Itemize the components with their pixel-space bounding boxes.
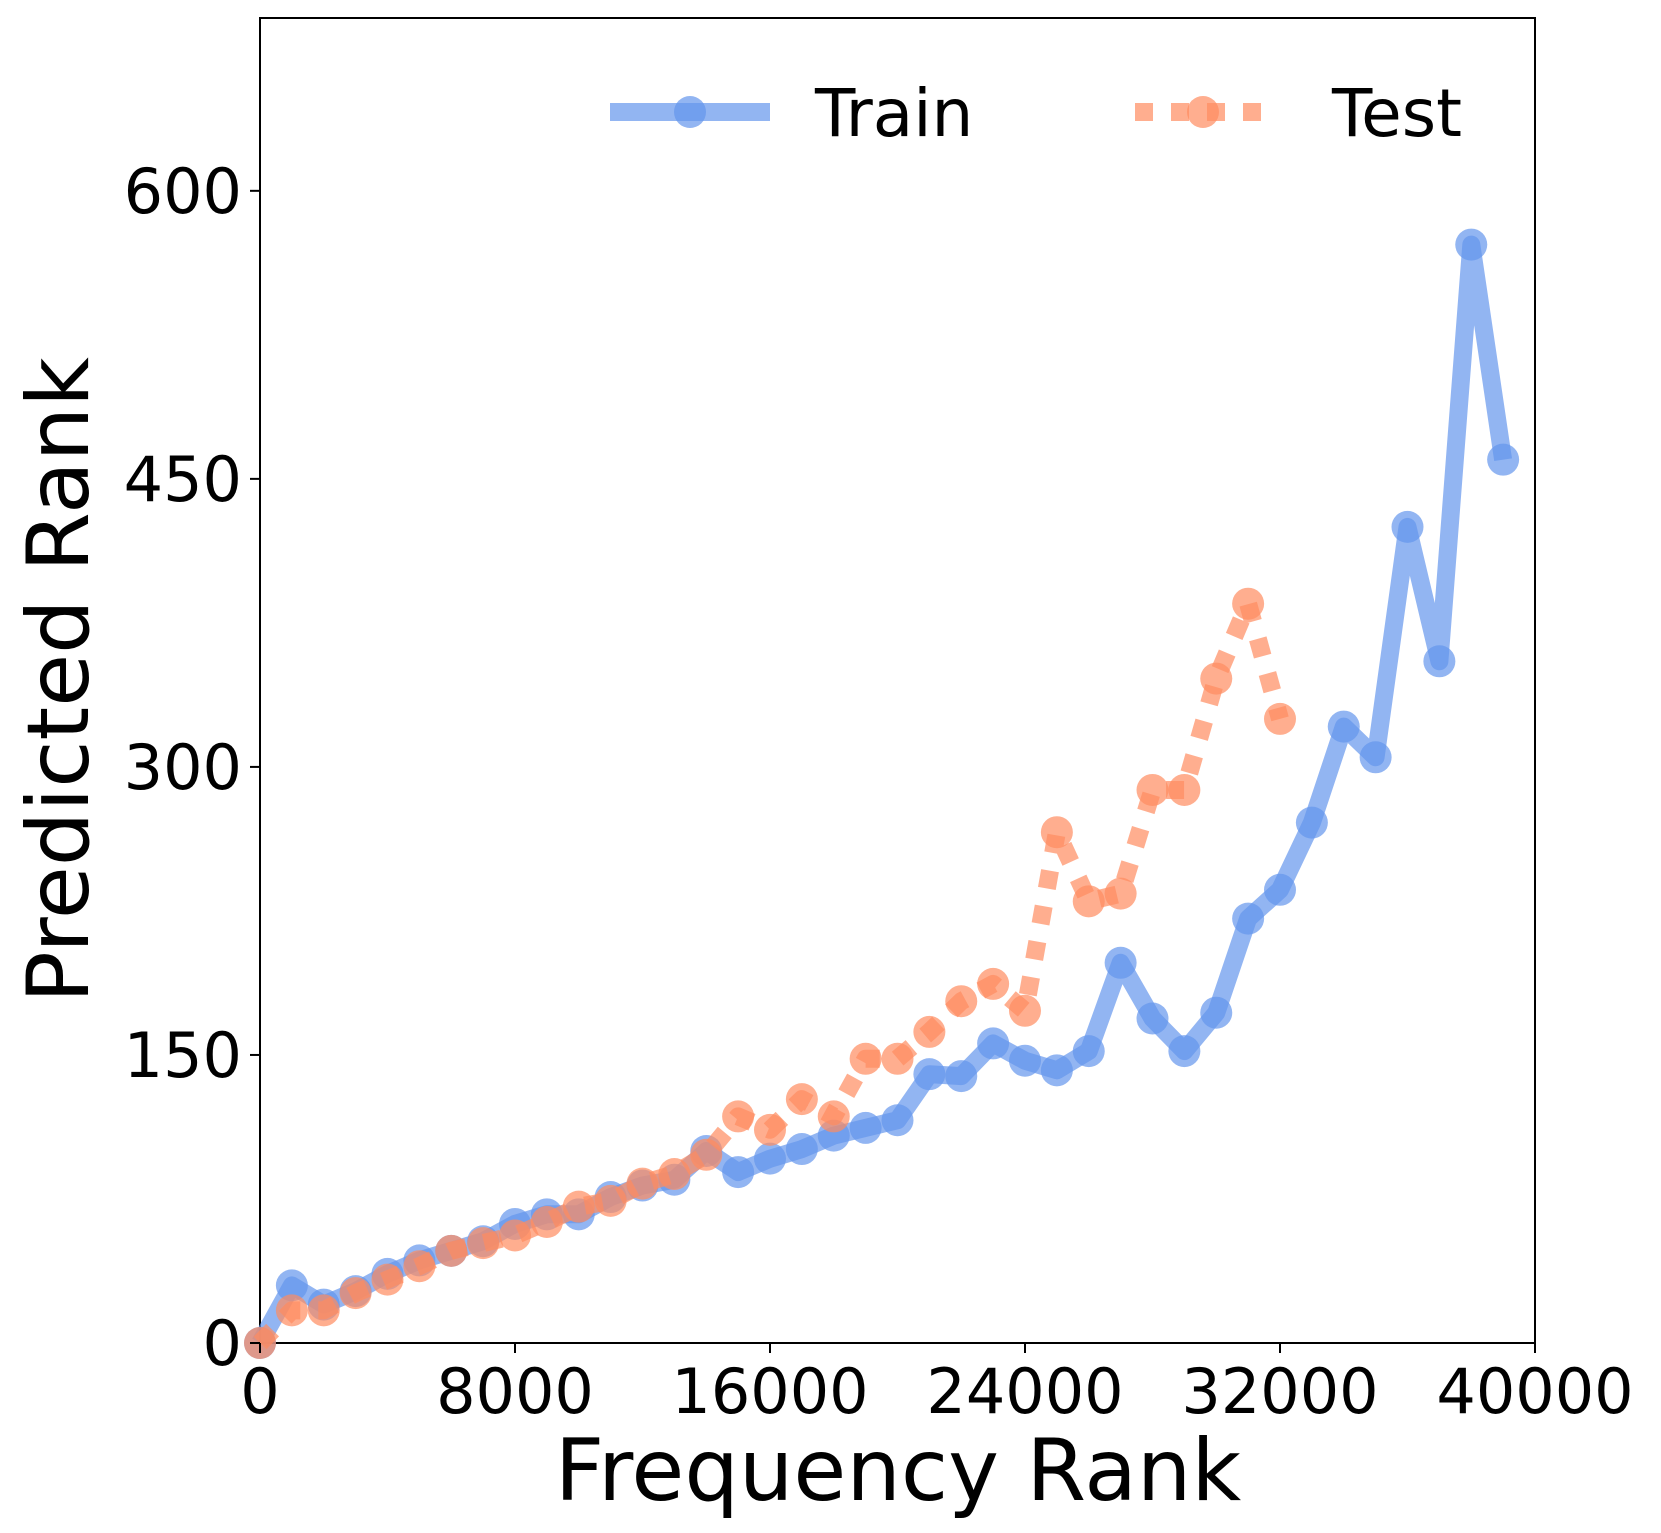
train-data-point bbox=[1136, 1002, 1169, 1035]
test-data-point bbox=[339, 1277, 372, 1310]
train-data-point bbox=[1455, 228, 1488, 261]
y-tick-label: 450 bbox=[124, 443, 242, 516]
x-tick-label: 32000 bbox=[1181, 1355, 1378, 1428]
test-data-point bbox=[275, 1294, 308, 1327]
train-data-point bbox=[1168, 1035, 1201, 1068]
train-data-point bbox=[275, 1269, 308, 1302]
train-data-point bbox=[849, 1111, 882, 1144]
test-data-point bbox=[1168, 773, 1201, 806]
test-data-point bbox=[977, 967, 1010, 1000]
test-data-point bbox=[754, 1113, 786, 1146]
train-data-point bbox=[1072, 1035, 1105, 1068]
ticks-layer: 0 8000 16000 24000 32000 40000 0 150 300 450 600 bbox=[124, 155, 1634, 1428]
legend-train-marker bbox=[674, 96, 706, 128]
x-tick-label: 40000 bbox=[1436, 1355, 1633, 1428]
train-data-point bbox=[1327, 710, 1360, 743]
train-data-point bbox=[977, 1027, 1010, 1060]
test-data-point bbox=[690, 1138, 723, 1171]
test-data-point bbox=[1232, 587, 1265, 620]
x-tick-label: 0 bbox=[240, 1355, 279, 1428]
test-data-point bbox=[371, 1263, 404, 1296]
test-data-point bbox=[945, 985, 978, 1018]
train-data-point bbox=[1104, 946, 1137, 979]
train-data-point bbox=[881, 1104, 914, 1137]
x-tick-label: 16000 bbox=[671, 1355, 868, 1428]
test-data-point bbox=[1072, 885, 1105, 918]
x-axis-title: Frequency Rank bbox=[555, 1421, 1242, 1521]
legend: Train Test bbox=[610, 75, 1462, 152]
test-data-point bbox=[849, 1042, 882, 1075]
train-data-point bbox=[1232, 902, 1265, 935]
test-data-point bbox=[1009, 994, 1041, 1027]
train-data-point bbox=[722, 1156, 755, 1189]
legend-train-label: Train bbox=[814, 75, 973, 152]
x-tick-label: 24000 bbox=[926, 1355, 1123, 1428]
test-data-point bbox=[1136, 773, 1169, 806]
test-data-point bbox=[881, 1042, 914, 1075]
plot-area bbox=[259, 17, 1536, 1344]
train-data-point bbox=[1487, 443, 1520, 476]
train-data-point bbox=[1391, 510, 1424, 543]
train-data-point bbox=[1264, 873, 1296, 906]
train-data-point bbox=[1009, 1044, 1041, 1077]
test-data-point bbox=[913, 1015, 946, 1048]
test-data-point bbox=[658, 1158, 691, 1191]
test-data-point bbox=[1104, 877, 1137, 910]
series-layer bbox=[244, 228, 1520, 1359]
test-data-point bbox=[594, 1184, 627, 1217]
y-tick-label: 0 bbox=[203, 1307, 242, 1380]
y-tick-label: 150 bbox=[124, 1019, 242, 1092]
train-data-point bbox=[1423, 645, 1456, 678]
y-axis-title: Predicted Rank bbox=[9, 357, 109, 1003]
test-data-point bbox=[499, 1219, 531, 1252]
train-data-point bbox=[913, 1058, 946, 1091]
test-data-point bbox=[435, 1234, 468, 1267]
train-data-point bbox=[1040, 1054, 1073, 1087]
legend-test-marker bbox=[1187, 96, 1219, 128]
test-data-point bbox=[785, 1083, 818, 1116]
legend-test-label: Test bbox=[1331, 75, 1462, 152]
test-data-point bbox=[530, 1206, 563, 1239]
test-data-point bbox=[1264, 702, 1296, 735]
test-data-point bbox=[722, 1100, 755, 1133]
train-data-point bbox=[1359, 741, 1392, 774]
test-data-point bbox=[562, 1190, 595, 1223]
test-data-point bbox=[307, 1294, 340, 1327]
test-data-point bbox=[467, 1227, 500, 1260]
test-data-point bbox=[403, 1250, 436, 1283]
train-data-point bbox=[945, 1060, 978, 1093]
train-data-point bbox=[1200, 996, 1233, 1029]
train-data-point bbox=[754, 1142, 786, 1175]
train-data-point bbox=[1295, 806, 1328, 839]
train-data-point bbox=[785, 1133, 818, 1166]
y-tick-label: 300 bbox=[124, 731, 242, 804]
y-tick-label: 600 bbox=[124, 155, 242, 228]
x-tick-label: 8000 bbox=[436, 1355, 594, 1428]
test-data-point bbox=[817, 1100, 850, 1133]
test-data-point bbox=[1200, 662, 1233, 695]
test-data-point bbox=[626, 1167, 659, 1200]
test-data-point bbox=[1040, 816, 1073, 849]
train-series-line bbox=[252, 235, 1513, 1348]
